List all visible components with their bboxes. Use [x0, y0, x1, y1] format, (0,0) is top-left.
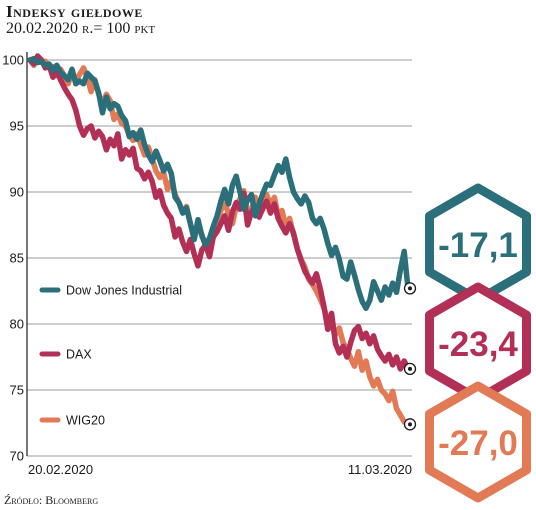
end-marker-dot — [408, 422, 412, 427]
x-axis: 20.02.2020 11.03.2020 — [28, 462, 412, 477]
change-badge-value: -27,0 — [438, 424, 518, 463]
change-badge-hexagon — [425, 381, 531, 503]
chart-title: Indeksy giełdowe — [6, 2, 143, 21]
legend: Dow Jones Industrial DAX WIG20 — [39, 284, 182, 428]
series-line-dow-jones-industrial — [27, 55, 411, 311]
y-tick-label: 80 — [10, 317, 24, 332]
subtitle-unit: r.= 100 pkt — [82, 20, 156, 37]
change-badge-value: -17,1 — [438, 226, 518, 265]
x-tick-label: 11.03.2020 — [348, 462, 412, 477]
legend-label: Dow Jones Industrial — [66, 284, 182, 298]
x-tick-label: 20.02.2020 — [28, 462, 93, 477]
chart-subtitle: 20.02.2020 r.= 100 pkt — [6, 20, 155, 38]
y-tick-label: 95 — [10, 119, 24, 134]
end-marker-dot — [408, 366, 412, 371]
series-lines — [27, 53, 417, 431]
y-tick-label: 75 — [10, 383, 24, 398]
y-tick-label: 85 — [10, 251, 24, 266]
y-axis: 100 95 90 85 80 75 70 — [2, 52, 28, 464]
end-marker-dot — [408, 286, 412, 291]
y-tick-label: 90 — [10, 185, 24, 200]
legend-label: WIG20 — [66, 414, 105, 428]
y-tick-label: 100 — [2, 53, 24, 68]
grid-lines — [27, 59, 412, 457]
legend-label: DAX — [66, 348, 92, 362]
change-badge-value: -23,4 — [438, 325, 518, 364]
source-note: Źródło: Bloomberg — [4, 493, 99, 507]
series-line-dax — [27, 53, 411, 372]
y-tick-label: 70 — [10, 449, 24, 464]
subtitle-date: 20.02.2020 — [6, 20, 78, 37]
series-line-wig20 — [27, 55, 411, 428]
change-badges: -17,1 -23,4 -27,0 — [425, 183, 531, 503]
